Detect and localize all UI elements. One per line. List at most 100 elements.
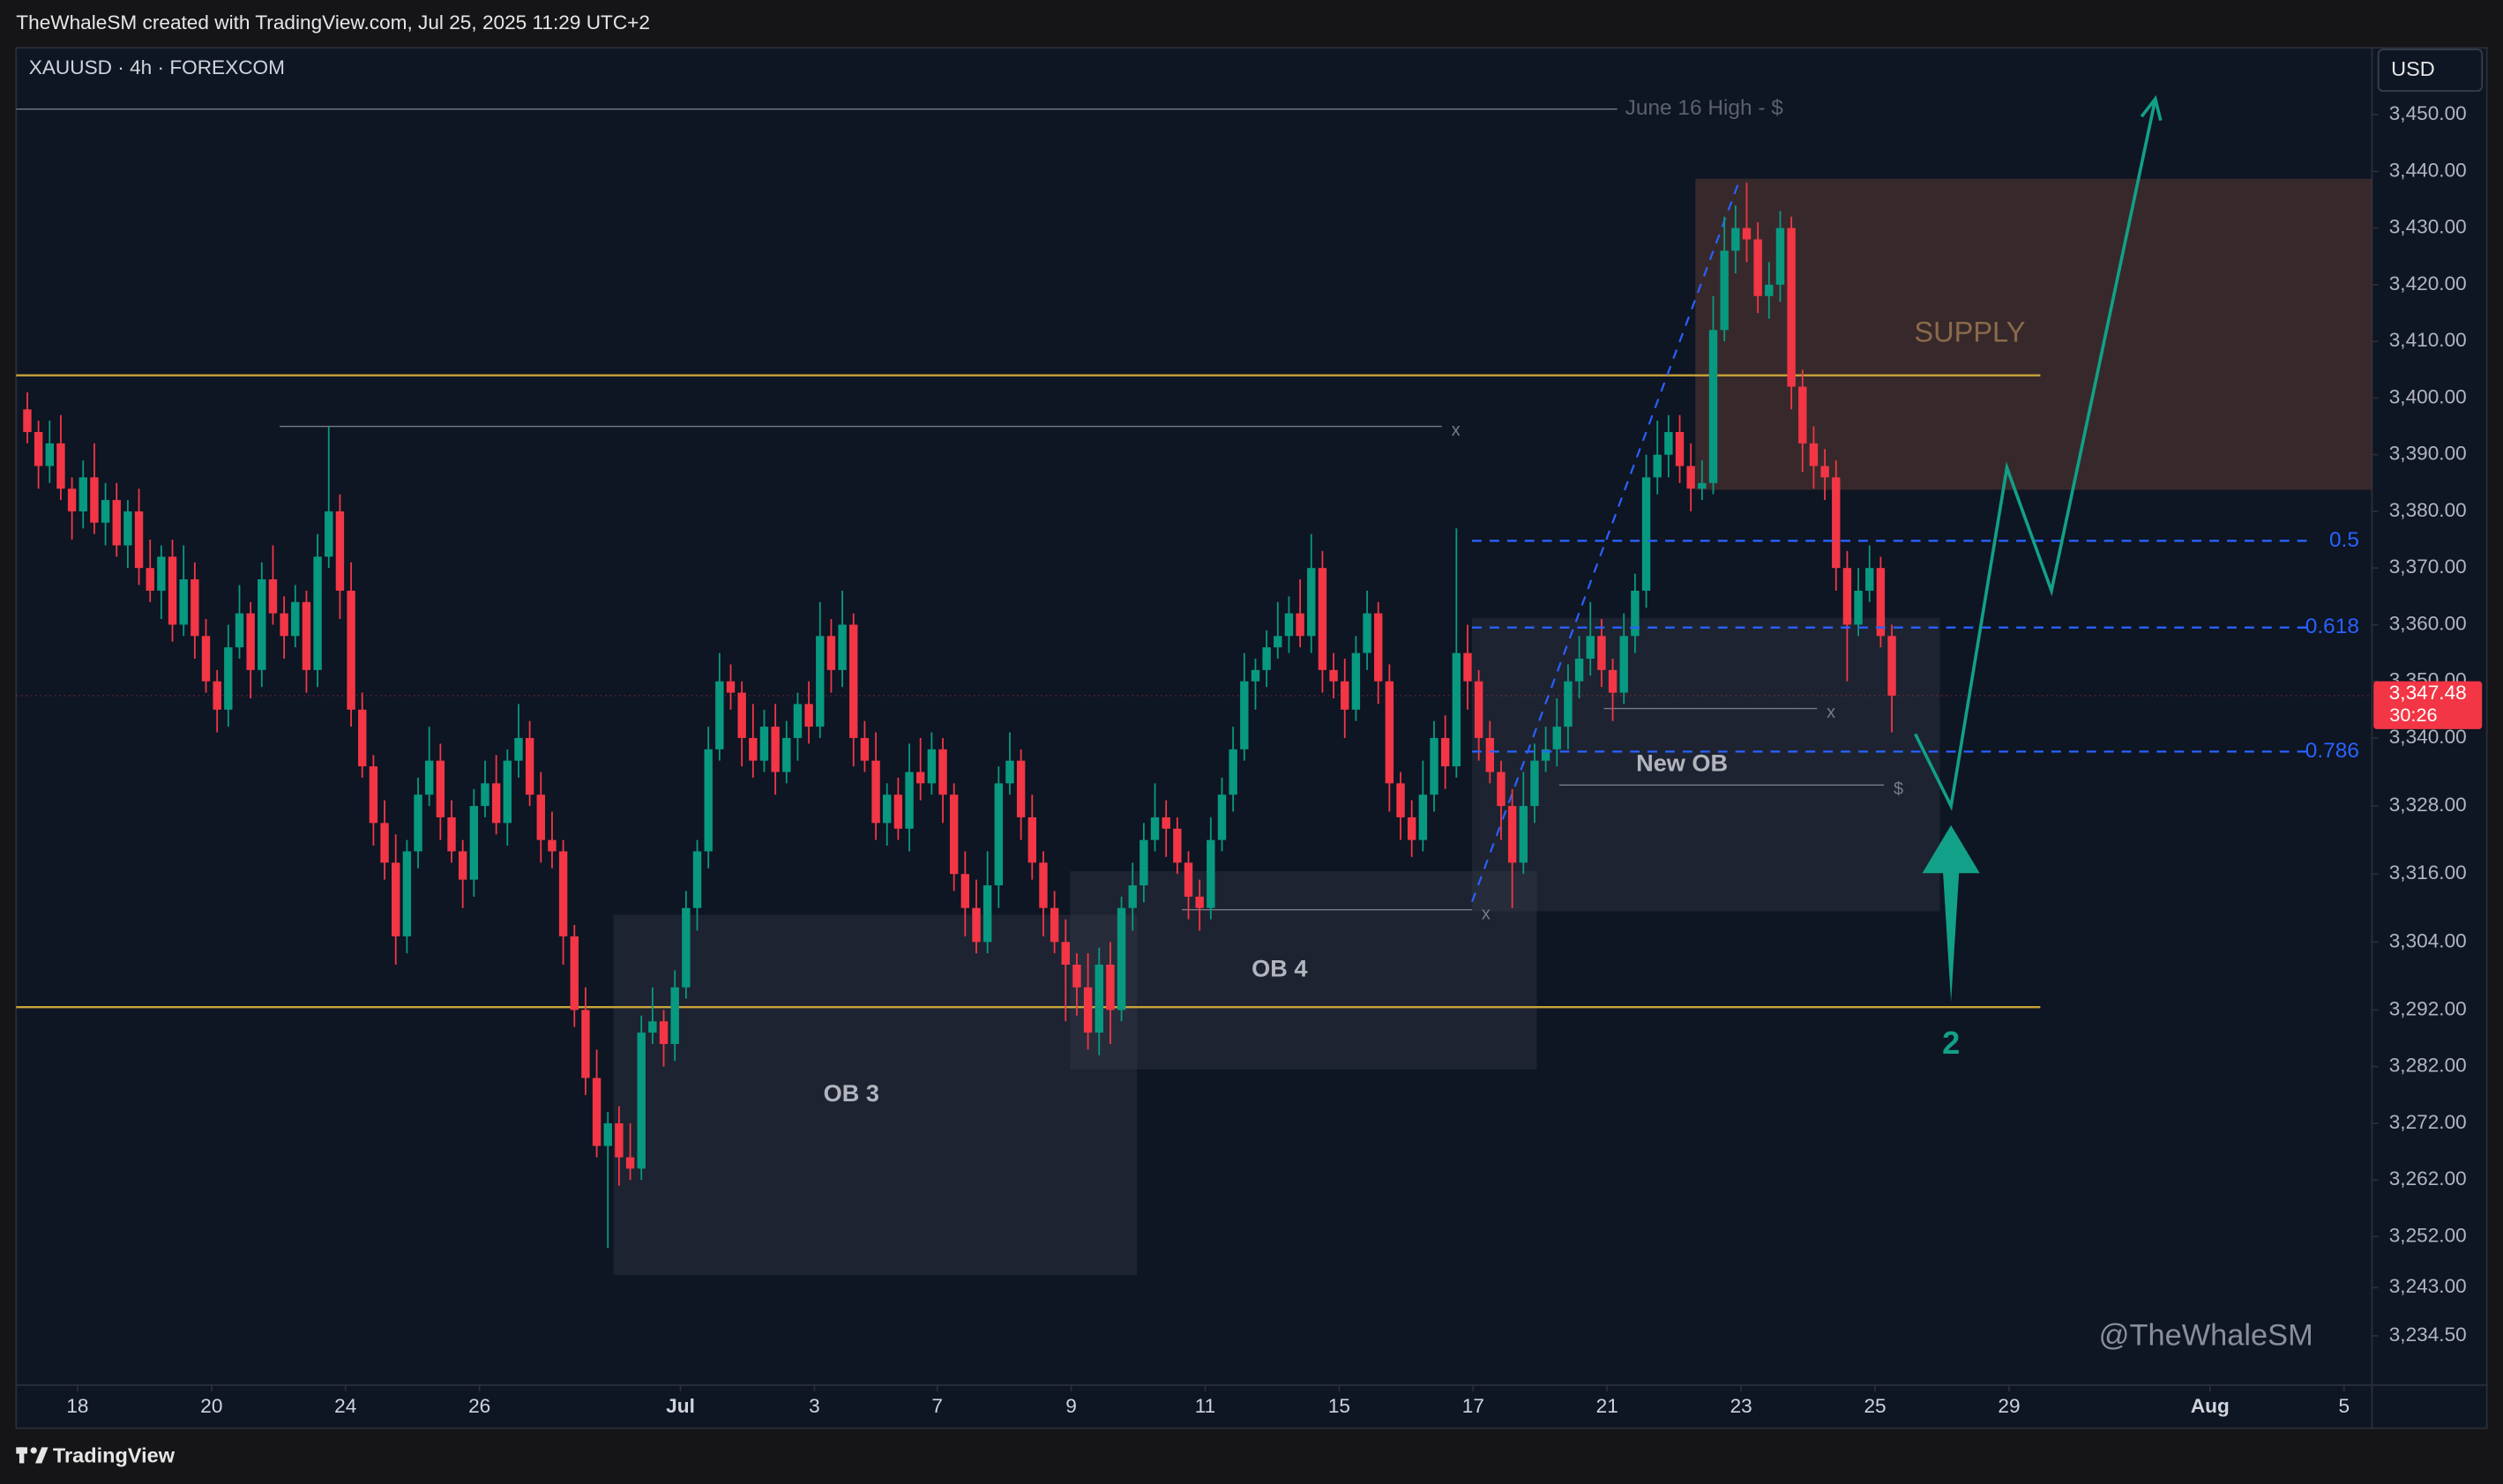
candle-body: [1519, 806, 1528, 863]
candle-body: [1798, 386, 1807, 444]
candle-body: [1463, 653, 1472, 682]
candle-body: [1753, 239, 1762, 296]
y-tick-label: 3,304.00: [2389, 929, 2467, 951]
candle-body: [246, 613, 255, 670]
candle-body: [1150, 817, 1160, 840]
candle-body: [1184, 862, 1193, 897]
last-price-label: 3,347.48: [2389, 682, 2467, 704]
candle-body: [123, 511, 132, 546]
candle-body: [1574, 659, 1584, 682]
x-tick-label: 21: [1596, 1395, 1618, 1417]
candle-body: [1698, 482, 1707, 489]
candle-body: [1117, 907, 1126, 1010]
candle-body: [1217, 794, 1227, 840]
x-tick-label: 15: [1328, 1395, 1350, 1417]
candle-body: [1128, 885, 1137, 908]
candle-body: [1530, 760, 1539, 807]
candle-body: [1351, 653, 1361, 710]
x-tick-label: Aug: [2191, 1395, 2230, 1417]
candle-body: [201, 636, 211, 682]
candle-body: [726, 681, 736, 693]
candle-body: [1775, 227, 1785, 285]
candle-body: [682, 907, 691, 988]
candle-body: [1664, 431, 1673, 455]
y-tick-label: 3,450.00: [2389, 102, 2467, 124]
candle-body: [392, 862, 400, 936]
x-tick-label: 17: [1462, 1395, 1484, 1417]
projection: [1914, 98, 2157, 811]
candle-body: [1396, 783, 1405, 817]
candle-body: [1195, 896, 1204, 908]
last-price-tag: [2373, 681, 2483, 729]
x-tick-label: 9: [1065, 1395, 1077, 1417]
candle-body: [1207, 839, 1215, 908]
y-tick-label: 3,316.00: [2389, 861, 2467, 884]
zone-label: SUPPLY: [1914, 317, 2025, 348]
candle-body: [1262, 647, 1271, 670]
candle-body: [1653, 454, 1662, 478]
fib-label: 0.786: [2305, 739, 2359, 763]
candle-body: [871, 760, 880, 824]
candle-body: [1363, 613, 1371, 653]
countdown: 30:26: [2389, 704, 2437, 726]
candle-body: [458, 851, 467, 880]
candle-body: [1408, 817, 1416, 840]
candle-body: [1296, 613, 1304, 637]
currency-box[interactable]: [2377, 48, 2484, 93]
zone-label: OB 3: [824, 1079, 879, 1107]
candle-body: [1162, 817, 1170, 829]
candle-body: [1731, 227, 1740, 251]
candle-body: [157, 556, 166, 591]
candle-body: [380, 823, 389, 863]
candle-body: [313, 556, 322, 670]
x-tick-label: 20: [200, 1395, 222, 1417]
segment-marker: $: [1894, 779, 1903, 799]
candle-body: [1631, 590, 1640, 637]
candle-body: [402, 851, 412, 936]
candle-body: [134, 511, 144, 569]
candle-body: [179, 579, 188, 625]
candle-body: [436, 760, 445, 817]
currency[interactable]: USD: [2391, 57, 2435, 80]
candle-body: [23, 409, 32, 432]
projection-head: [2140, 95, 2163, 122]
candle-body: [1474, 681, 1483, 738]
y-tick-label: 3,340.00: [2389, 726, 2467, 748]
y-tick-label: 3,380.00: [2389, 499, 2467, 521]
y-tick-label: 3,282.00: [2389, 1055, 2467, 1077]
x-tick-label: 29: [1998, 1395, 2020, 1417]
zone-label: OB 4: [1252, 955, 1307, 982]
candle-body: [1887, 636, 1896, 696]
candle-body: [670, 987, 679, 1044]
candle-body: [358, 709, 367, 767]
fib-label: 0.618: [2305, 615, 2359, 638]
y-tick-label: 3,410.00: [2389, 329, 2467, 351]
candle-body: [291, 601, 300, 637]
candle-body: [1385, 681, 1394, 784]
level-label: June 16 High - $: [1625, 96, 1784, 120]
candle-body: [481, 783, 489, 807]
candle-body: [1418, 794, 1428, 840]
y-tick-label: 3,420.00: [2389, 272, 2467, 295]
candle-body: [771, 727, 780, 772]
candle-body: [648, 1021, 657, 1033]
watermark: @TheWhaleSM: [2099, 1319, 2313, 1353]
candle-body: [1139, 839, 1148, 886]
candle-body: [67, 488, 77, 511]
y-tick-label: 3,370.00: [2389, 556, 2467, 578]
x-tick-label: 5: [2338, 1395, 2350, 1417]
y-tick-label: 3,400.00: [2389, 385, 2467, 407]
x-tick-label: 23: [1730, 1395, 1752, 1417]
candle-body: [491, 783, 501, 824]
candle-body: [1608, 669, 1618, 693]
candle-body: [1430, 737, 1438, 795]
symbol: XAUUSD · 4h · FOREXCOM: [29, 56, 285, 78]
candle-body: [34, 431, 43, 466]
candle-body: [101, 500, 110, 523]
candle-body: [994, 783, 1004, 886]
y-tick-label: 3,328.00: [2389, 794, 2467, 816]
zone: [1695, 178, 2372, 490]
candle-body: [1106, 964, 1115, 1010]
candle-body: [335, 511, 345, 591]
candle-body: [1061, 942, 1070, 965]
